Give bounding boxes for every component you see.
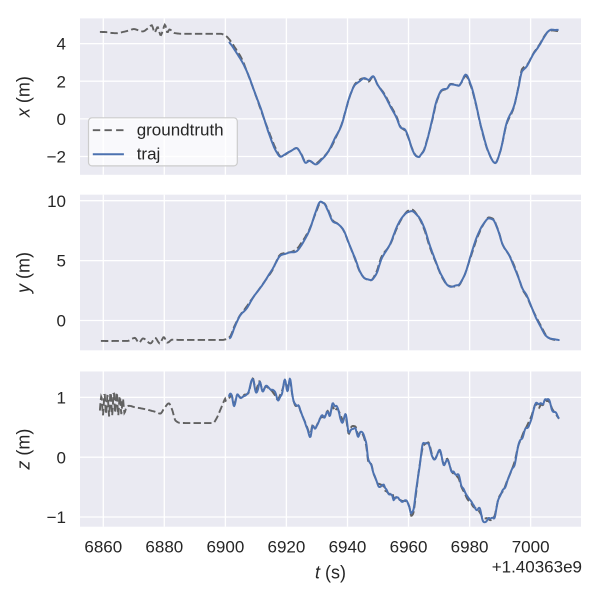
svg-text:traj: traj <box>137 145 161 164</box>
svg-text:2: 2 <box>57 72 66 91</box>
svg-text:7000: 7000 <box>512 538 550 557</box>
svg-text:0: 0 <box>57 448 66 467</box>
svg-text:−2: −2 <box>47 148 66 167</box>
svg-text:5: 5 <box>57 252 66 271</box>
svg-text:t (s): t (s) <box>315 563 346 583</box>
svg-text:0: 0 <box>57 110 66 129</box>
svg-text:1: 1 <box>57 389 66 408</box>
svg-text:6980: 6980 <box>451 538 489 557</box>
svg-text:6860: 6860 <box>84 538 122 557</box>
svg-text:6960: 6960 <box>390 538 428 557</box>
svg-text:z (m): z (m) <box>14 429 34 471</box>
svg-text:6920: 6920 <box>268 538 306 557</box>
svg-text:10: 10 <box>47 192 66 211</box>
svg-text:6940: 6940 <box>329 538 367 557</box>
svg-text:y (m): y (m) <box>14 252 34 295</box>
svg-text:6900: 6900 <box>206 538 244 557</box>
svg-text:4: 4 <box>57 35 66 54</box>
svg-text:x (m): x (m) <box>14 76 34 118</box>
svg-text:6880: 6880 <box>145 538 183 557</box>
svg-text:+1.40363e9: +1.40363e9 <box>492 558 582 577</box>
svg-text:−1: −1 <box>47 508 66 527</box>
svg-text:0: 0 <box>57 312 66 331</box>
svg-text:groundtruth: groundtruth <box>137 121 224 140</box>
